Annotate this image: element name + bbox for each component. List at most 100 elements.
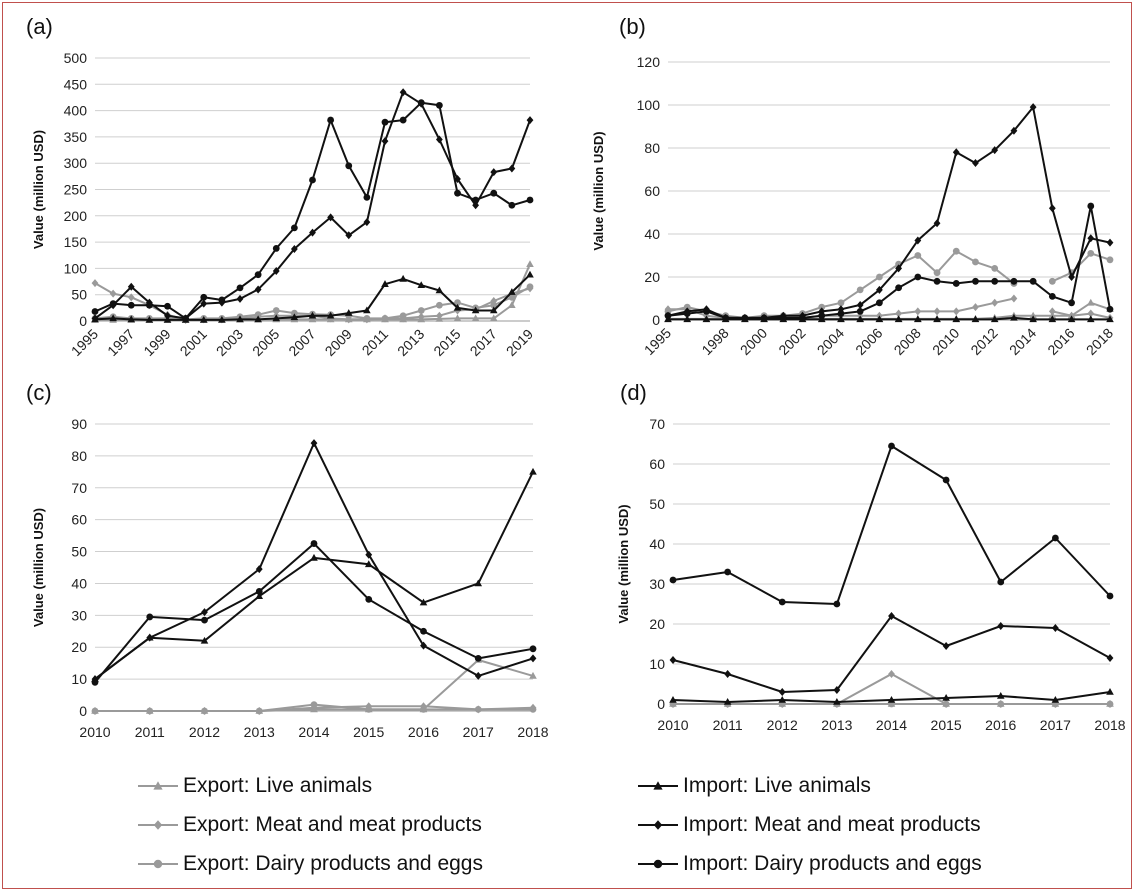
data-point [833, 698, 841, 705]
y-tick-label: 0 [652, 312, 660, 328]
data-point [952, 280, 960, 287]
series-line [1052, 310, 1111, 319]
data-point [1086, 298, 1095, 306]
data-point [199, 315, 208, 323]
data-point [724, 568, 732, 576]
data-point [200, 293, 208, 301]
data-point [991, 277, 999, 285]
data-point [1051, 696, 1060, 703]
x-tick-label: 2015 [353, 724, 384, 740]
data-point [914, 307, 922, 316]
data-point [255, 588, 263, 595]
legend-item: Export: Meat and meat products [137, 813, 482, 837]
data-point [818, 303, 826, 311]
x-tick-label: 1995 [641, 325, 674, 358]
data-point [895, 309, 903, 318]
data-point [326, 311, 335, 319]
series [91, 270, 534, 323]
data-point [417, 307, 425, 314]
legend-item: Import: Dairy products and eggs [637, 852, 982, 876]
data-point [254, 311, 262, 319]
data-point [1106, 305, 1114, 313]
data-point [837, 315, 845, 323]
x-tick-label: 2013 [821, 717, 852, 733]
data-point [91, 314, 99, 323]
data-point [1029, 103, 1037, 112]
x-tick-label: 2005 [249, 326, 282, 359]
data-point [454, 189, 461, 197]
data-point [146, 633, 154, 642]
y-tick-label: 50 [71, 544, 87, 560]
data-point [952, 307, 960, 316]
data-point [310, 540, 318, 547]
data-point [997, 622, 1005, 630]
data-point [653, 820, 663, 830]
data-point [778, 696, 787, 703]
x-tick-label: 2008 [891, 325, 924, 358]
y-tick-label: 10 [649, 656, 665, 672]
series [91, 88, 534, 323]
series [664, 202, 1114, 322]
x-tick-label: 2018 [1083, 325, 1116, 358]
data-point [914, 252, 922, 259]
legend-swatch [638, 820, 678, 830]
y-axis-label: Value (million USD) [616, 504, 631, 623]
data-point [933, 315, 941, 323]
data-point [489, 314, 498, 322]
data-point [453, 314, 462, 322]
data-point [875, 273, 883, 281]
data-point [1087, 249, 1095, 257]
data-point [942, 476, 950, 484]
data-point [153, 859, 163, 869]
y-tick-label: 50 [649, 496, 665, 512]
y-tick-label: 450 [64, 76, 88, 92]
data-point [255, 592, 264, 599]
legend-label: Import: Meat and meat products [683, 813, 981, 836]
data-point [201, 608, 208, 617]
data-point [529, 706, 537, 713]
data-point [875, 315, 884, 323]
data-point [722, 314, 730, 322]
x-tick-label: 2006 [852, 325, 885, 358]
data-point [91, 707, 99, 715]
data-point [996, 692, 1005, 699]
legend-label: Export: Meat and meat products [183, 813, 482, 836]
data-point [127, 315, 136, 323]
data-point [363, 306, 371, 314]
data-point [290, 244, 298, 253]
data-point [887, 696, 896, 703]
data-point [474, 579, 483, 587]
data-point [218, 296, 226, 304]
data-point [363, 314, 371, 322]
series-line [668, 316, 1110, 321]
data-point [972, 258, 979, 266]
data-point [1010, 126, 1018, 135]
data-point [942, 700, 950, 708]
data-point [490, 168, 498, 177]
data-point [381, 137, 389, 146]
data-point [1048, 277, 1056, 285]
data-point [683, 310, 691, 317]
data-point [1086, 315, 1095, 323]
x-tick-label: 1995 [68, 326, 101, 359]
data-point [417, 312, 425, 321]
x-tick-label: 2011 [359, 326, 392, 359]
y-axis-label: Value (million USD) [31, 508, 46, 627]
x-tick-label: 2004 [814, 325, 847, 358]
y-tick-label: 120 [637, 54, 661, 70]
legend-label: Export: Dairy products and eggs [183, 852, 483, 875]
data-point [529, 671, 537, 679]
data-point [153, 781, 163, 790]
series-line [667, 205, 1111, 319]
y-tick-label: 0 [657, 696, 665, 712]
x-tick-label: 2000 [737, 325, 770, 358]
legend-item: Import: Live animals [637, 774, 871, 798]
data-point [526, 283, 534, 291]
data-point [490, 297, 498, 306]
y-tick-label: 80 [71, 448, 87, 464]
data-point [888, 612, 895, 620]
x-tick-label: 2017 [467, 326, 500, 359]
data-point [856, 300, 864, 309]
data-point [997, 578, 1005, 586]
data-point [417, 281, 426, 289]
